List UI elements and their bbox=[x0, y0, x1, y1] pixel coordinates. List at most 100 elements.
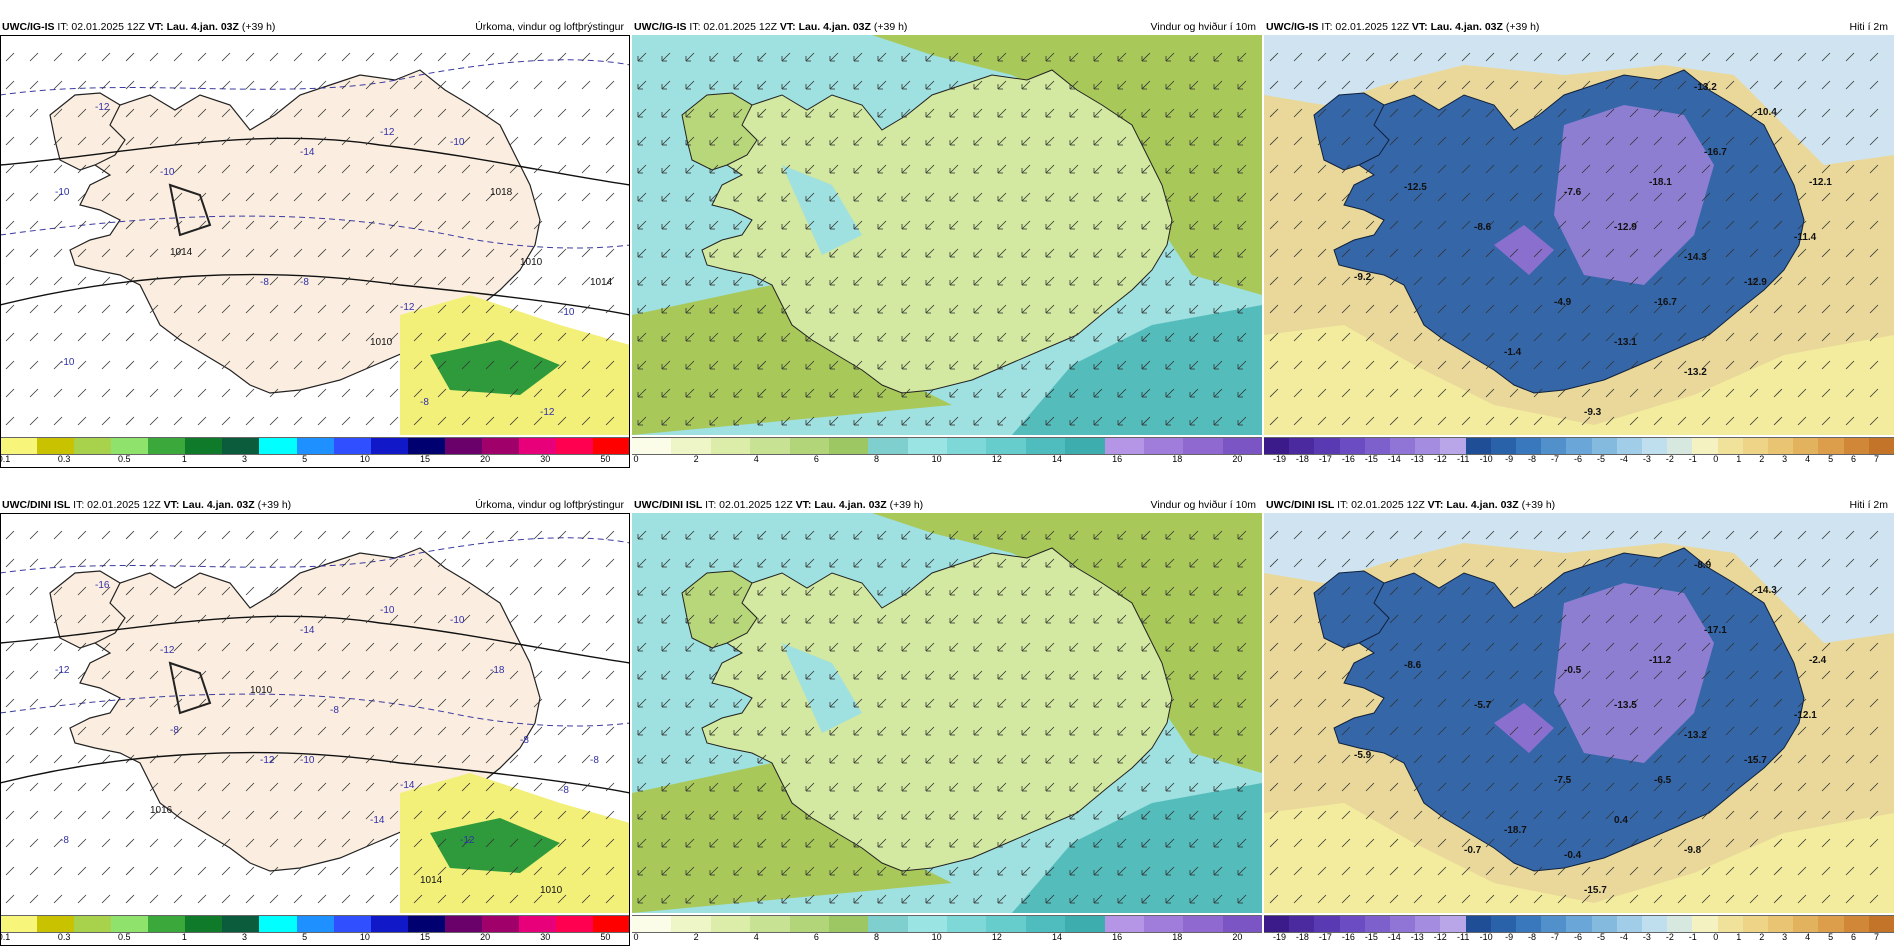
colorbar-tick-label: 0.3 bbox=[57, 454, 71, 464]
colorbar-tick-label: 10 bbox=[359, 454, 370, 464]
colorbar-tick-label: -11 bbox=[1457, 932, 1470, 942]
colorbar-tick-label: 1 bbox=[181, 932, 187, 942]
colorbar-swatch bbox=[259, 438, 297, 454]
colorbar-tick-label: -8 bbox=[1528, 454, 1537, 464]
map-contour-label: -10 bbox=[300, 755, 315, 766]
model-name: UWC/IG-IS bbox=[2, 21, 55, 33]
colorbar-tick-label: -18 bbox=[1295, 454, 1309, 464]
colorbar-tick-label: -1 bbox=[1688, 454, 1697, 464]
colorbar bbox=[0, 437, 631, 455]
map-contour-label: 1014 bbox=[170, 247, 193, 258]
colorbar-swatch bbox=[1642, 916, 1668, 932]
colorbar-swatch bbox=[222, 916, 260, 932]
colorbar-swatch bbox=[593, 916, 631, 932]
map-contour-label: -9.2 bbox=[1354, 272, 1372, 283]
colorbar-swatch bbox=[0, 438, 38, 454]
colorbar-swatch bbox=[1415, 438, 1441, 454]
panel-run-info: UWC/DINI ISL IT: 02.01.2025 12Z VT: Lau.… bbox=[634, 499, 923, 511]
colorbar-swatch bbox=[74, 916, 112, 932]
colorbar-swatch bbox=[481, 438, 519, 454]
colorbar-swatch bbox=[1440, 916, 1466, 932]
map-contour-label: -9.8 bbox=[1684, 845, 1702, 856]
colorbar-swatch bbox=[593, 438, 631, 454]
colorbar-tick-label: 1 bbox=[1736, 932, 1742, 942]
colorbar-tick-label: -2 bbox=[1665, 454, 1674, 464]
forecast-map[interactable]: -8.9 -14.3 -17.1 -11.2 -8.6 -0.5 -2.4 -5.7 -13.5… bbox=[1264, 513, 1894, 913]
map-contour-label: -14 bbox=[300, 625, 315, 636]
map-contour-label: -12 bbox=[400, 302, 415, 313]
colorbar-tick-label: 0.1 bbox=[0, 932, 11, 942]
colorbar-tick-label: 50 bbox=[600, 454, 611, 464]
colorbar-tick-label: 30 bbox=[540, 932, 551, 942]
colorbar-swatch bbox=[1390, 916, 1416, 932]
colorbar bbox=[632, 915, 1262, 933]
colorbar-swatch bbox=[828, 438, 869, 454]
colorbar-tick-label: -9 bbox=[1505, 454, 1514, 464]
colorbar-tick-label: 0.3 bbox=[57, 932, 71, 942]
colorbar-swatch bbox=[1818, 438, 1844, 454]
colorbar-tick-label: 15 bbox=[419, 454, 430, 464]
forecast-map[interactable]: -13.2 -10.4 -16.7 -18.1 -12.5 -7.6 -12.1 -8.6 -1… bbox=[1264, 35, 1894, 435]
forecast-map[interactable]: -16 -12 -12 -14 -10 -10 -12 -10 -8 -14 -8 -8 -18 -8 -8… bbox=[0, 513, 630, 913]
colorbar-swatch bbox=[1314, 916, 1340, 932]
map-contour-label: -12 bbox=[160, 645, 175, 656]
colorbar-swatch bbox=[296, 916, 334, 932]
colorbar-swatch bbox=[1264, 916, 1290, 932]
forecast-map[interactable] bbox=[632, 35, 1262, 435]
valid-time: VT: Lau. 4.jan. 03Z bbox=[779, 21, 871, 33]
colorbar-tick-label: 4 bbox=[753, 454, 759, 464]
forecast-map[interactable]: -12 -10 -10 -14 -10 -12 -8 -8 -10 -12 -10 1014 1018 1… bbox=[0, 35, 630, 435]
colorbar-tick-label: -1 bbox=[1688, 932, 1697, 942]
colorbar-tick-label: 0.5 bbox=[118, 932, 131, 942]
colorbar-tick-label: -14 bbox=[1387, 932, 1401, 942]
colorbar-tick-label: -11 bbox=[1457, 454, 1470, 464]
colorbar-ticks: 0.1 0.3 0.5 1 3 5 10 15 20 30 50 bbox=[0, 454, 630, 466]
colorbar-tick-label: -12 bbox=[1433, 932, 1447, 942]
colorbar-swatch bbox=[1104, 916, 1144, 932]
colorbar-tick-label: 0 bbox=[1713, 932, 1719, 942]
colorbar-swatch bbox=[868, 438, 908, 454]
colorbar-swatch bbox=[750, 438, 790, 454]
colorbar-swatch bbox=[750, 916, 790, 932]
colorbar-tick-label: -19 bbox=[1272, 454, 1286, 464]
colorbar-tick-label: 0 bbox=[633, 932, 639, 942]
colorbar-tick-label: -4 bbox=[1619, 454, 1628, 464]
colorbar-swatch bbox=[1843, 438, 1869, 454]
model-name: UWC/DINI ISL bbox=[2, 499, 71, 511]
map-contour-label: -14 bbox=[300, 147, 315, 158]
forecast-map[interactable] bbox=[632, 513, 1262, 913]
map-contour-label: -12.1 bbox=[1809, 177, 1832, 188]
colorbar-swatch bbox=[1465, 438, 1491, 454]
colorbar-swatch bbox=[1222, 438, 1262, 454]
colorbar-swatch bbox=[1314, 438, 1340, 454]
map-contour-label: -12.1 bbox=[1794, 710, 1817, 721]
colorbar-swatch bbox=[185, 916, 223, 932]
colorbar-tick-label: 0 bbox=[1713, 454, 1719, 464]
colorbar-tick-label: 10 bbox=[359, 932, 370, 942]
map-contour-label: 1018 bbox=[490, 187, 513, 198]
map-contour-label: -12.9 bbox=[1744, 277, 1767, 288]
colorbar-tick-label: 8 bbox=[874, 454, 880, 464]
colorbar-swatch bbox=[1339, 916, 1365, 932]
colorbar-tick-label: 1 bbox=[181, 454, 187, 464]
map-contour-label: -0.4 bbox=[1564, 850, 1582, 861]
valid-time: VT: Lau. 4.jan. 03Z bbox=[1411, 21, 1503, 33]
map-canvas: -12 -10 -10 -14 -10 -12 -8 -8 -10 -12 -10 1014 1018 1… bbox=[0, 35, 630, 435]
colorbar-tick-label: 2 bbox=[1759, 454, 1765, 464]
colorbar-swatch bbox=[518, 916, 556, 932]
map-contour-label: -8 bbox=[590, 755, 599, 766]
map-contour-label: -18.7 bbox=[1504, 825, 1527, 836]
colorbar-tick-label: 5 bbox=[1828, 454, 1834, 464]
map-contour-label: -10 bbox=[450, 137, 465, 148]
colorbar-swatch bbox=[1591, 438, 1617, 454]
init-time: IT: 02.01.2025 12Z bbox=[686, 21, 780, 33]
colorbar-swatch bbox=[407, 916, 445, 932]
colorbar-swatch bbox=[407, 438, 445, 454]
colorbar-swatch bbox=[671, 916, 711, 932]
colorbar-swatch bbox=[0, 916, 38, 932]
init-time: IT: 02.01.2025 12Z bbox=[70, 499, 164, 511]
colorbar-swatch bbox=[1364, 916, 1391, 932]
map-panel-r1c2: UWC/IG-IS IT: 02.01.2025 12Z VT: Lau. 4.… bbox=[632, 20, 1262, 470]
colorbar-tick-label: 3 bbox=[242, 454, 248, 464]
colorbar-tick-label: 6 bbox=[813, 932, 819, 942]
